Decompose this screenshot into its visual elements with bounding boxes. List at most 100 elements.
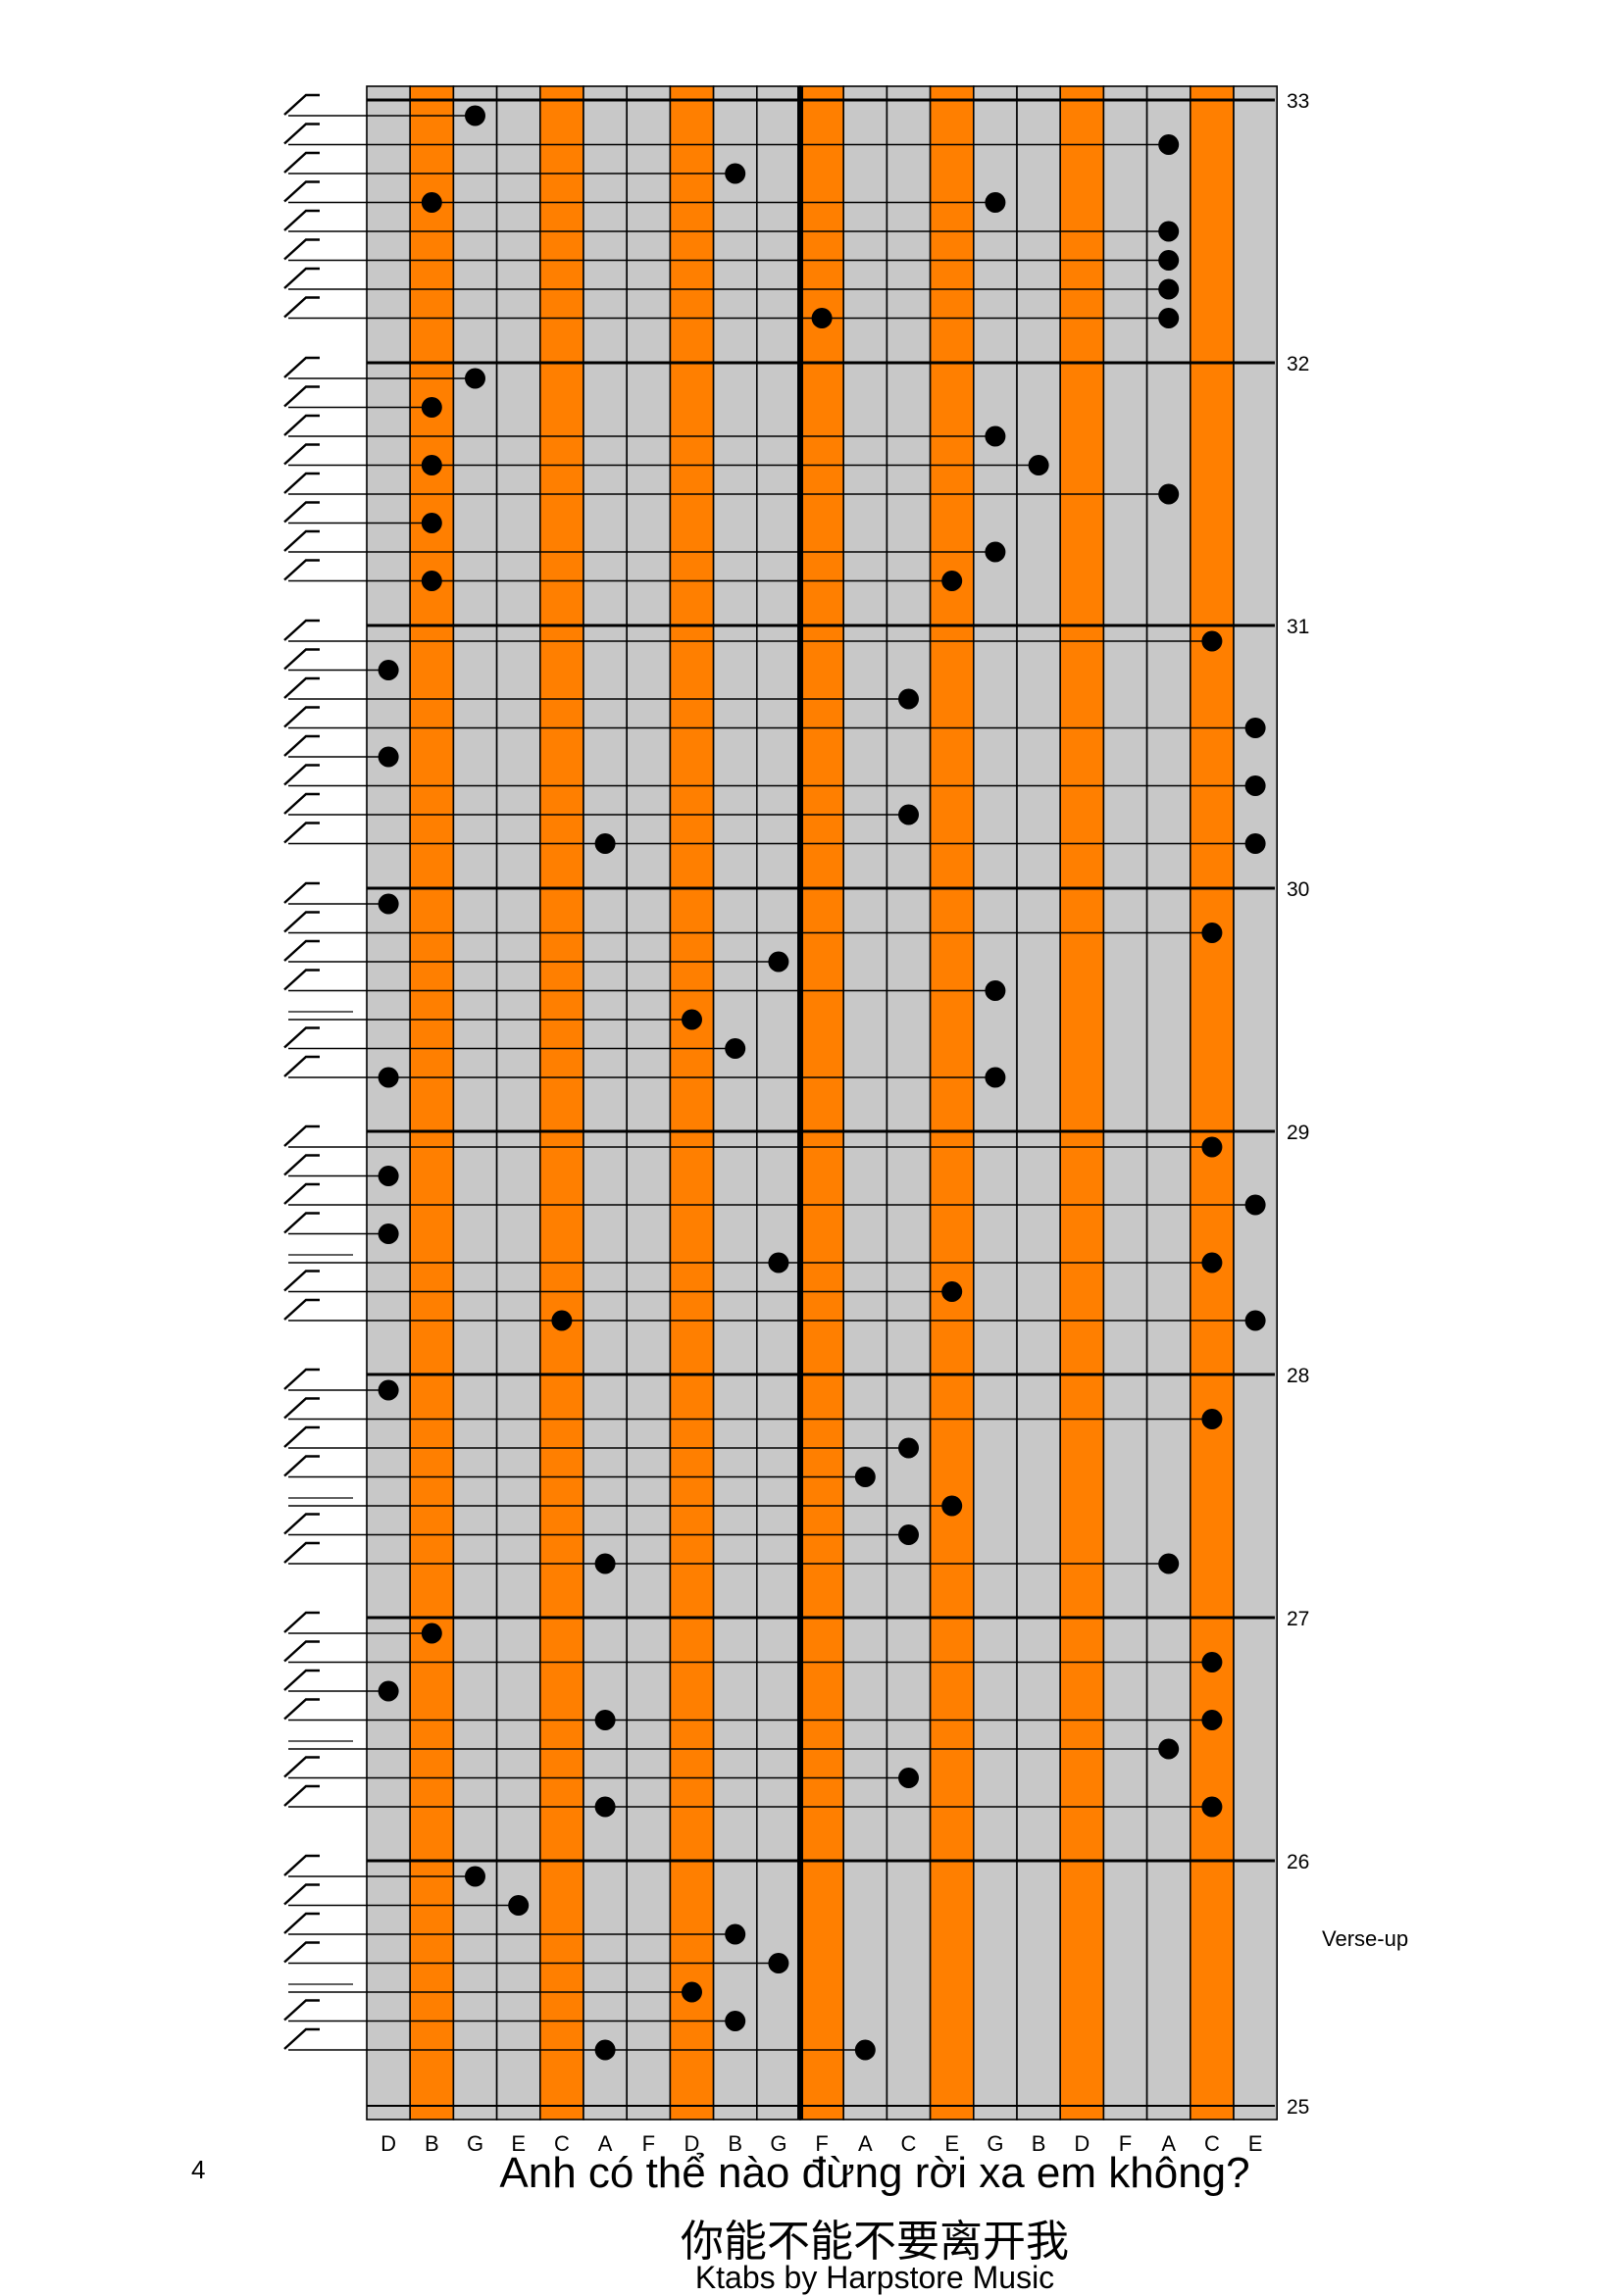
flag-mark — [283, 238, 320, 261]
note-dot — [941, 1281, 963, 1302]
tine-10 — [799, 85, 845, 2121]
flag-mark — [283, 1541, 320, 1564]
note-dot — [421, 513, 442, 533]
flag-mark — [283, 1698, 320, 1721]
tine-11 — [842, 85, 888, 2121]
tine-label-13: E — [944, 2131, 959, 2156]
tine-label-19: C — [1204, 2131, 1220, 2156]
tine-15 — [1016, 85, 1062, 2121]
flag-mark — [283, 1784, 320, 1807]
note-dot — [594, 833, 616, 854]
tine-3 — [495, 85, 541, 2121]
tine-label-7: D — [684, 2131, 700, 2156]
flag-mark — [283, 1368, 320, 1390]
flag-mark — [283, 356, 320, 378]
page-number: 4 — [191, 2155, 206, 2184]
measure-number-end: 25 — [1287, 2096, 1309, 2119]
note-dot — [768, 951, 789, 973]
tine-label-8: B — [728, 2131, 742, 2156]
note-dot — [421, 1622, 442, 1644]
tine-2 — [452, 85, 498, 2121]
credit-line: Ktabs by Harpstore Music — [694, 2260, 1055, 2295]
note-dot — [1201, 630, 1223, 652]
tine-label-3: E — [511, 2131, 526, 2156]
tine-16 — [1059, 85, 1105, 2121]
note-dot — [421, 571, 442, 591]
note-dot — [682, 1981, 702, 2003]
flag-mark — [283, 1425, 320, 1448]
tine-label-5: A — [598, 2131, 613, 2156]
note-dot — [594, 1710, 616, 1730]
tine-4 — [538, 85, 584, 2121]
tine-20 — [1233, 85, 1279, 2121]
measure-number: 32 — [1287, 353, 1309, 375]
tine-label-17: F — [1119, 2131, 1132, 2156]
measure-number: 29 — [1287, 1122, 1309, 1144]
note-dot — [725, 163, 746, 184]
flag-mark — [283, 123, 320, 145]
tine-label-10: F — [815, 2131, 828, 2156]
note-dot — [941, 1495, 963, 1517]
flag-mark — [283, 939, 320, 962]
note-dot — [854, 2039, 876, 2061]
note-dot — [378, 660, 399, 680]
note-dot — [1158, 278, 1180, 300]
flag-mark — [283, 1669, 320, 1691]
song-title-chinese: 你能不能不要离开我 — [681, 2217, 1069, 2267]
flag-mark — [283, 734, 320, 757]
note-dot — [465, 105, 485, 126]
tine-17 — [1102, 85, 1148, 2121]
section-label: Verse-up — [1322, 1926, 1408, 1951]
tine-12 — [886, 85, 932, 2121]
measure-number: 31 — [1287, 616, 1309, 638]
tine-label-4: C — [554, 2131, 570, 2156]
tine-18 — [1145, 85, 1191, 2121]
flag-mark — [283, 969, 320, 991]
note-dot — [1158, 1738, 1180, 1760]
tine-label-9: G — [770, 2131, 786, 2156]
note-dot — [898, 804, 919, 825]
note-dot — [1201, 1252, 1223, 1273]
tine-13 — [929, 85, 975, 2121]
note-dot — [378, 1067, 399, 1088]
note-dot — [898, 1437, 919, 1459]
note-dot — [594, 2039, 616, 2061]
measure-number: 33 — [1287, 90, 1309, 113]
note-dot — [725, 2011, 746, 2031]
flag-mark — [283, 472, 320, 494]
tine-19 — [1190, 85, 1235, 2121]
note-dot — [1158, 308, 1180, 328]
note-dot — [1158, 250, 1180, 271]
flag-mark — [283, 1154, 320, 1176]
note-dot — [421, 397, 442, 418]
measure-number: 26 — [1287, 1851, 1309, 1873]
note-dot — [985, 425, 1006, 447]
song-title-vietnamese: Anh có thể nào đừng rời xa em không? — [499, 2149, 1250, 2197]
note-dot — [1244, 1310, 1266, 1331]
tine-0 — [366, 85, 412, 2121]
note-dot — [941, 571, 963, 591]
note-dot — [725, 1038, 746, 1059]
note-dot — [1201, 1796, 1223, 1818]
flag-mark — [283, 1182, 320, 1205]
note-dot — [985, 1067, 1006, 1088]
note-dot — [854, 1467, 876, 1487]
note-dot — [985, 980, 1006, 1001]
tine-label-12: C — [901, 2131, 917, 2156]
flag-mark — [283, 180, 320, 203]
note-dot — [421, 455, 442, 475]
flag-mark — [283, 706, 320, 728]
flag-mark — [283, 1397, 320, 1420]
flag-mark — [283, 1756, 320, 1778]
note-dot — [898, 1524, 919, 1545]
note-dot — [378, 1379, 399, 1401]
note-dot — [594, 1796, 616, 1818]
flag-mark — [283, 764, 320, 786]
flag-mark — [283, 1854, 320, 1876]
flag-mark — [283, 648, 320, 671]
flag-mark — [283, 529, 320, 552]
flag-mark — [283, 1455, 320, 1477]
tine-8 — [712, 85, 758, 2121]
note-dot — [1201, 923, 1223, 943]
